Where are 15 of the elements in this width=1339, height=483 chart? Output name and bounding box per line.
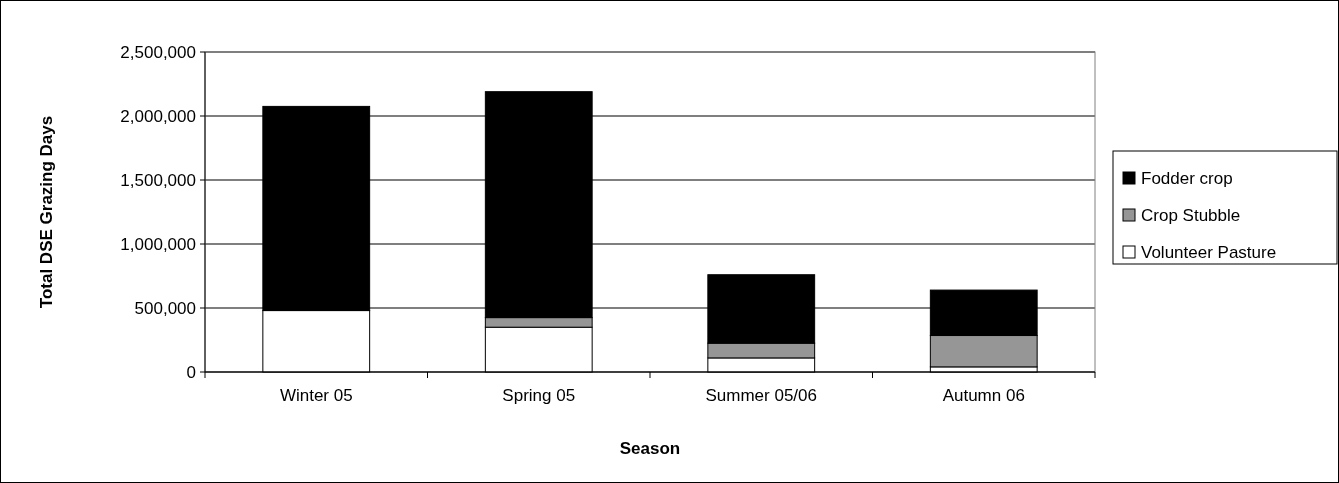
legend-label: Volunteer Pasture xyxy=(1141,242,1277,262)
y-tick-label: 1,000,000 xyxy=(120,234,196,254)
legend-label: Fodder crop xyxy=(1141,168,1233,188)
x-tick-label: Autumn 06 xyxy=(942,386,1025,405)
x-tick-label: Winter 05 xyxy=(279,386,353,405)
y-tick-label: 2,500,000 xyxy=(120,42,196,62)
y-tick-label: 0 xyxy=(186,362,196,382)
y-tick-label: 2,000,000 xyxy=(120,106,196,126)
x-tick-label: Spring 05 xyxy=(502,386,576,405)
legend-label: Crop Stubble xyxy=(1141,205,1241,225)
y-tick-label: 500,000 xyxy=(134,298,196,318)
x-tick-label: Summer 05/06 xyxy=(705,386,817,405)
x-axis-title: Season xyxy=(619,439,681,458)
y-tick-label: 1,500,000 xyxy=(120,170,196,190)
y-axis-title: Total DSE Grazing Days xyxy=(37,115,56,309)
